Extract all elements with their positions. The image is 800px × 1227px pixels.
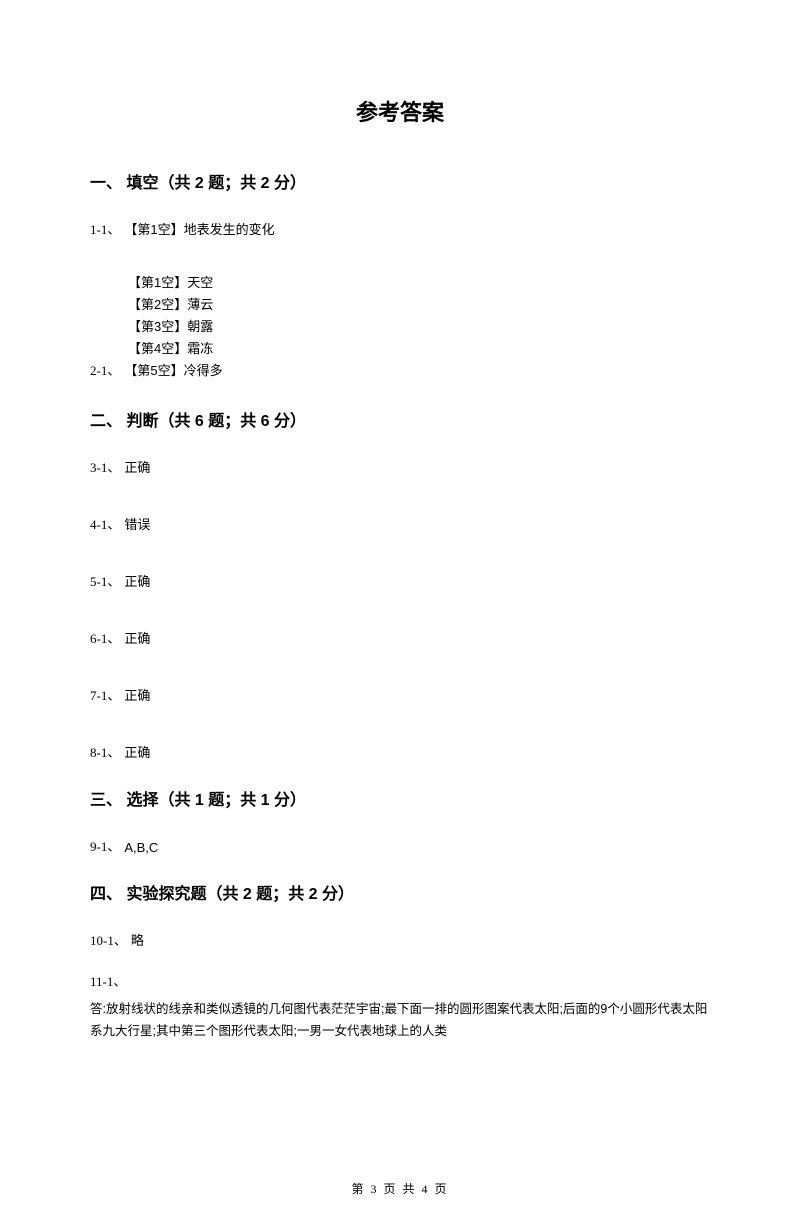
qnum-6-1: 6-1、 [90, 628, 120, 647]
answer-2-blank5: 【第5空】冷得多 [124, 360, 222, 382]
qnum-9-1: 9-1、 [90, 836, 120, 855]
page-footer: 第 3 页 共 4 页 [0, 1180, 800, 1197]
answer-2-blank4: 【第4空】霜冻 [128, 338, 223, 360]
answer-5-1: 5-1、 正确 [90, 571, 710, 590]
answer-text-3-1: 正确 [124, 457, 150, 476]
answer-text-6-1: 正确 [124, 628, 150, 647]
qnum-3-1: 3-1、 [90, 457, 120, 476]
answer-text-7-1: 正确 [124, 685, 150, 704]
answer-2-1: 【第1空】天空 【第2空】薄云 【第3空】朝露 【第4空】霜冻 2-1、 【第5… [90, 272, 710, 382]
answer-text-9-1: A,B,C [124, 840, 158, 855]
answer-text-10-1: 略 [131, 930, 144, 949]
answer-text-4-1: 错误 [124, 514, 150, 533]
answer-2-blank2: 【第2空】薄云 [128, 294, 223, 316]
answer-2-blank3: 【第3空】朝露 [128, 316, 223, 338]
answer-11-1-text: 答:放射线状的线亲和类似透镜的几何图代表茫茫宇宙;最下面一排的圆形图案代表太阳;… [90, 998, 710, 1042]
answer-8-1: 8-1、 正确 [90, 742, 710, 761]
answer-11-1-num: 11-1、 [90, 971, 710, 990]
answer-6-1: 6-1、 正确 [90, 628, 710, 647]
answer-1-1: 1-1、 【第1空】地表发生的变化 [90, 219, 710, 238]
qnum-5-1: 5-1、 [90, 571, 120, 590]
answer-7-1: 7-1、 正确 [90, 685, 710, 704]
answer-text-1-1: 【第1空】地表发生的变化 [124, 219, 274, 238]
qnum-4-1: 4-1、 [90, 514, 120, 533]
section-2-header: 二、 判断（共 6 题；共 6 分） [90, 407, 710, 431]
answer-2-blank1: 【第1空】天空 [128, 272, 223, 294]
qnum-2-1: 2-1、 [90, 360, 120, 379]
answer-9-1: 9-1、 A,B,C [90, 836, 710, 855]
answer-4-1: 4-1、 错误 [90, 514, 710, 533]
answer-3-1: 3-1、 正确 [90, 457, 710, 476]
answer-10-1: 10-1、 略 [90, 930, 710, 949]
qnum-7-1: 7-1、 [90, 685, 120, 704]
section-4-header: 四、 实验探究题（共 2 题；共 2 分） [90, 880, 710, 904]
qnum-8-1: 8-1、 [90, 742, 120, 761]
section-3-header: 三、 选择（共 1 题；共 1 分） [90, 786, 710, 810]
answer-text-5-1: 正确 [124, 571, 150, 590]
answer-text-8-1: 正确 [124, 742, 150, 761]
qnum-10-1: 10-1、 [90, 930, 127, 949]
qnum-1-1: 1-1、 [90, 219, 120, 238]
page-title: 参考答案 [90, 95, 710, 127]
section-1-header: 一、 填空（共 2 题；共 2 分） [90, 169, 710, 193]
qnum-11-1: 11-1、 [90, 971, 126, 990]
